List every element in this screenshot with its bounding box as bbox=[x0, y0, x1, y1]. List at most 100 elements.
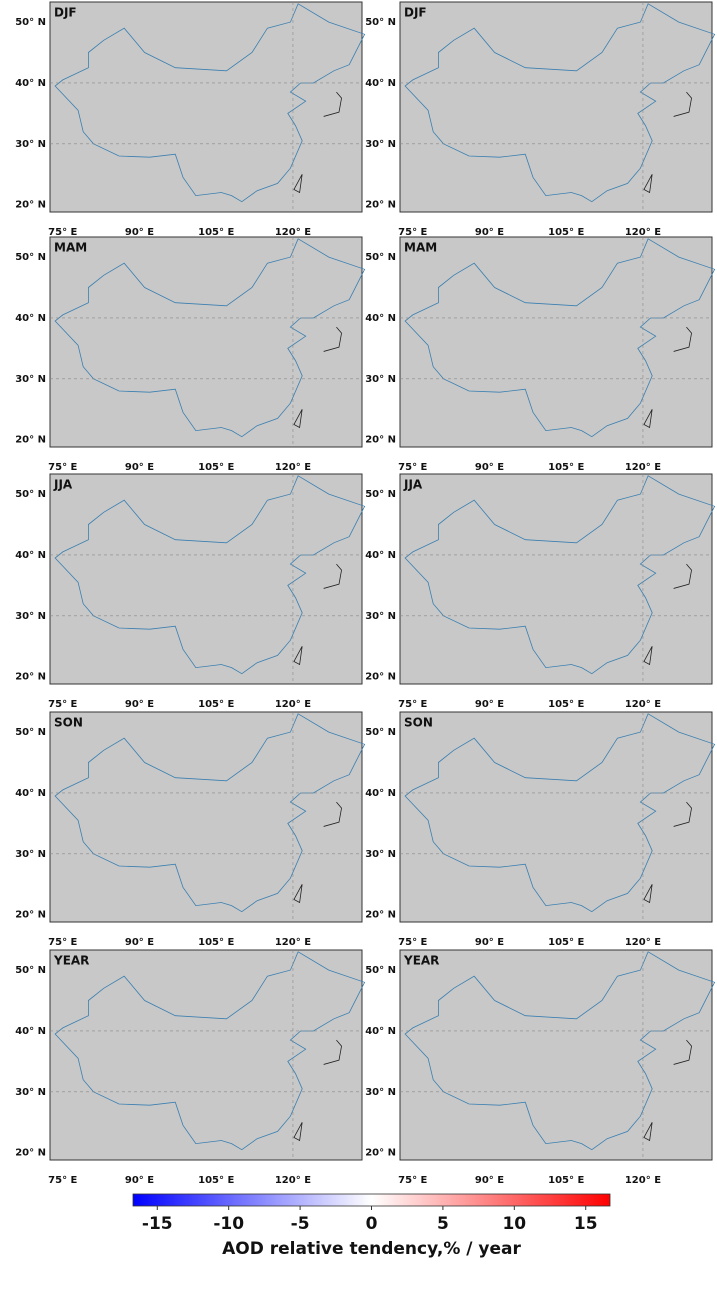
lon-tick-label: 120° E bbox=[625, 937, 661, 948]
lat-tick-label: 40° N bbox=[15, 550, 46, 561]
coastline bbox=[643, 1039, 692, 1142]
lon-tick-label: 90° E bbox=[475, 462, 504, 473]
lon-tick-label: 90° E bbox=[125, 227, 154, 238]
lat-tick-label: 30° N bbox=[15, 611, 46, 622]
lat-tick-label: 40° N bbox=[365, 313, 396, 324]
colorbar-tick-label: -15 bbox=[142, 1214, 173, 1234]
border-line bbox=[54, 238, 366, 438]
border-line bbox=[404, 951, 716, 1151]
lon-tick-label: 105° E bbox=[548, 1175, 584, 1186]
lon-tick-label: 105° E bbox=[548, 937, 584, 948]
lon-tick-label: 75° E bbox=[398, 1175, 427, 1186]
panel-label: DJF bbox=[54, 6, 77, 20]
lat-tick-label: 30° N bbox=[365, 374, 396, 385]
lat-tick-label: 50° N bbox=[15, 252, 46, 263]
border-line bbox=[404, 713, 716, 913]
map-panel bbox=[49, 473, 363, 685]
coastline bbox=[643, 563, 692, 666]
border-line bbox=[54, 475, 366, 675]
coastline bbox=[643, 801, 692, 904]
border-line bbox=[404, 238, 716, 438]
coastline bbox=[293, 1039, 342, 1142]
colorbar-tick-label: 10 bbox=[502, 1214, 526, 1234]
lon-tick-label: 120° E bbox=[625, 227, 661, 238]
lon-tick-label: 90° E bbox=[125, 462, 154, 473]
lon-tick-label: 120° E bbox=[275, 1175, 311, 1186]
lon-tick-label: 105° E bbox=[198, 699, 234, 710]
lon-tick-label: 105° E bbox=[198, 227, 234, 238]
coastline bbox=[293, 91, 342, 194]
panel-label: YEAR bbox=[53, 954, 89, 968]
lat-tick-label: 50° N bbox=[15, 489, 46, 500]
lat-tick-label: 40° N bbox=[15, 1026, 46, 1037]
panel-label: JJA bbox=[403, 478, 423, 492]
lon-tick-label: 90° E bbox=[125, 937, 154, 948]
border-line bbox=[54, 713, 366, 913]
lon-tick-label: 75° E bbox=[398, 227, 427, 238]
lon-tick-label: 105° E bbox=[198, 462, 234, 473]
lat-tick-label: 30° N bbox=[15, 849, 46, 860]
lat-tick-label: 40° N bbox=[365, 78, 396, 89]
colorbar-tick-label: -10 bbox=[213, 1214, 244, 1234]
lat-tick-label: 20° N bbox=[15, 672, 46, 683]
map-panel bbox=[49, 236, 363, 448]
lat-tick-label: 20° N bbox=[365, 1148, 396, 1159]
lon-tick-label: 120° E bbox=[275, 227, 311, 238]
lat-tick-label: 50° N bbox=[365, 489, 396, 500]
colorbar-label: AOD relative tendency,% / year bbox=[222, 1239, 521, 1259]
lat-tick-label: 40° N bbox=[15, 78, 46, 89]
lon-tick-label: 90° E bbox=[475, 227, 504, 238]
lat-tick-label: 20° N bbox=[365, 910, 396, 921]
lon-tick-label: 105° E bbox=[198, 937, 234, 948]
lat-tick-label: 40° N bbox=[15, 788, 46, 799]
lat-tick-label: 30° N bbox=[365, 139, 396, 150]
coastline bbox=[643, 326, 692, 429]
lon-tick-label: 120° E bbox=[275, 937, 311, 948]
lat-tick-label: 50° N bbox=[15, 965, 46, 976]
lat-tick-label: 30° N bbox=[15, 1087, 46, 1098]
coastline bbox=[293, 801, 342, 904]
colorbar-tick-label: 0 bbox=[366, 1214, 378, 1234]
border-line bbox=[54, 3, 366, 203]
coastline bbox=[293, 563, 342, 666]
panel-label: SON bbox=[404, 716, 433, 730]
lat-tick-label: 20° N bbox=[365, 435, 396, 446]
border-line bbox=[404, 3, 716, 203]
lon-tick-label: 105° E bbox=[548, 699, 584, 710]
lat-tick-label: 50° N bbox=[365, 965, 396, 976]
lon-tick-label: 75° E bbox=[398, 462, 427, 473]
lat-tick-label: 50° N bbox=[365, 727, 396, 738]
map-panel bbox=[49, 1, 363, 213]
colorbar-tick-label: -5 bbox=[291, 1214, 310, 1234]
coastline bbox=[643, 91, 692, 194]
lat-tick-label: 20° N bbox=[365, 200, 396, 211]
lon-tick-label: 75° E bbox=[398, 937, 427, 948]
lon-tick-label: 75° E bbox=[48, 937, 77, 948]
lon-tick-label: 105° E bbox=[198, 1175, 234, 1186]
border-line bbox=[54, 951, 366, 1151]
lat-tick-label: 40° N bbox=[365, 550, 396, 561]
map-panel bbox=[49, 949, 363, 1161]
panel-label: DJF bbox=[404, 6, 427, 20]
lon-tick-label: 120° E bbox=[625, 1175, 661, 1186]
panel-label: SON bbox=[54, 716, 83, 730]
lon-tick-label: 90° E bbox=[125, 1175, 154, 1186]
lat-tick-label: 50° N bbox=[365, 252, 396, 263]
lon-tick-label: 75° E bbox=[48, 699, 77, 710]
lat-tick-label: 20° N bbox=[15, 1148, 46, 1159]
lat-tick-label: 40° N bbox=[365, 788, 396, 799]
lat-tick-label: 30° N bbox=[15, 374, 46, 385]
lat-tick-label: 50° N bbox=[15, 17, 46, 28]
colorbar bbox=[132, 1193, 611, 1207]
lon-tick-label: 75° E bbox=[48, 462, 77, 473]
lat-tick-label: 20° N bbox=[15, 435, 46, 446]
map-panel bbox=[399, 949, 713, 1161]
lat-tick-label: 30° N bbox=[15, 139, 46, 150]
coastline bbox=[293, 326, 342, 429]
map-panel bbox=[399, 1, 713, 213]
map-panel bbox=[399, 236, 713, 448]
map-panel bbox=[49, 711, 363, 923]
lat-tick-label: 40° N bbox=[365, 1026, 396, 1037]
colorbar-tick-label: 15 bbox=[574, 1214, 598, 1234]
